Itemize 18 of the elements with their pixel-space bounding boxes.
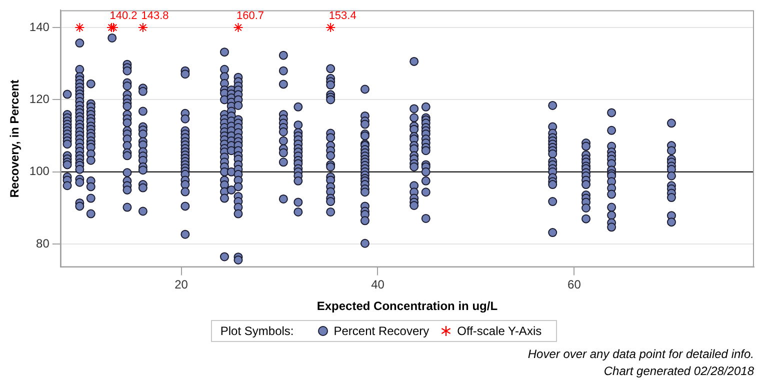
annotation: 153.4 [328,10,356,22]
annotation: 143.8 [141,10,169,22]
legend-label: Percent Recovery [334,324,430,338]
y-tick-label: 120 [29,92,50,106]
y-tick-label: 80 [36,236,50,250]
y-tick-label: 140 [29,20,50,34]
x-axis-title: Expected Concentration in ug/L [316,299,498,314]
x-tick-label: 40 [371,278,385,292]
annotation: 160.7 [236,10,264,22]
text: Hover over any data point for detailed info. [528,346,754,363]
legend-title: Plot Symbols: [220,324,294,338]
legend-label: Off-scale Y-Axis [457,324,542,338]
y-axis-title: Recovery, in Percent [8,80,22,198]
x-tick-label: 60 [568,278,582,292]
x-tick-label: 20 [174,278,188,292]
y-tick-label: 100 [29,164,50,178]
text: Chart generated 02/28/2018 [602,363,754,380]
annotation: 140.2 [110,10,138,22]
